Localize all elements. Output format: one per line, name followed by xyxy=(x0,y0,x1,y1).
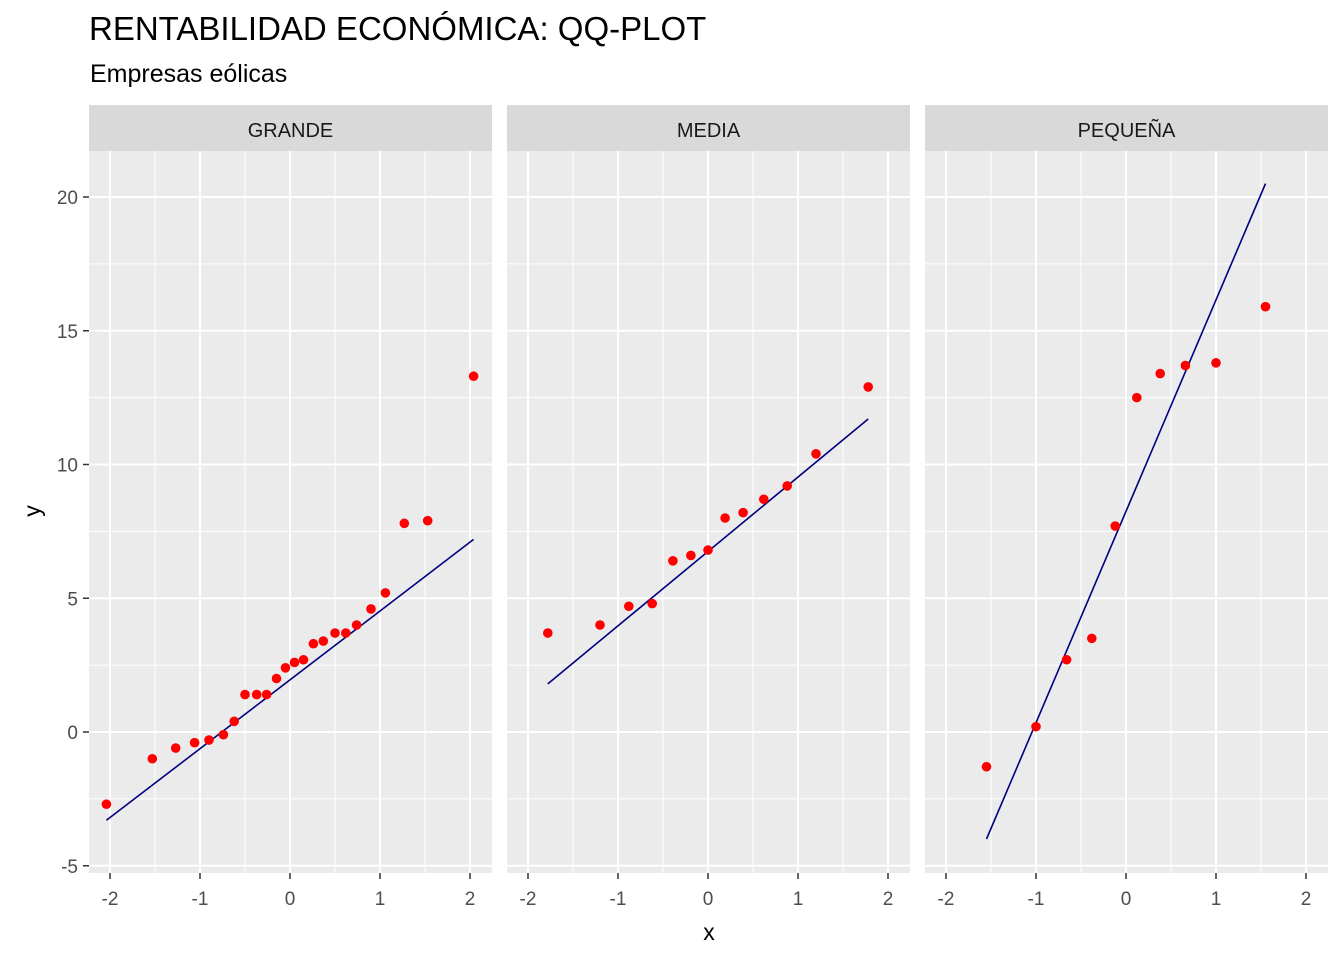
qq-point xyxy=(468,371,479,382)
qq-point xyxy=(1031,721,1041,732)
qq-point xyxy=(703,545,713,555)
qq-point xyxy=(289,657,300,668)
qq-point xyxy=(341,628,351,638)
facet-panel-2: MEDIA -2 -1 0 1 2 xyxy=(507,105,910,910)
qq-point xyxy=(271,673,282,684)
qq-point xyxy=(380,588,391,598)
qq-point xyxy=(1260,301,1271,312)
qq-point xyxy=(399,518,410,529)
y-tick-label: 20 xyxy=(57,188,78,209)
y-tick-label: -5 xyxy=(61,857,78,878)
qq-point xyxy=(686,550,696,561)
qq-point xyxy=(351,620,362,630)
qq-point xyxy=(759,494,769,505)
facet-strip-label: MEDIA xyxy=(677,120,741,142)
x-tick-label: -2 xyxy=(520,889,537,910)
qq-point xyxy=(318,636,329,646)
qq-point xyxy=(782,481,792,491)
qq-point xyxy=(261,689,272,700)
y-tick-label: 5 xyxy=(67,589,78,610)
y-tick-label: 15 xyxy=(57,322,78,343)
qq-reference-line xyxy=(105,538,475,821)
qq-point xyxy=(189,737,200,748)
qq-point xyxy=(251,689,262,700)
qq-point xyxy=(543,628,553,638)
facet-strip xyxy=(507,105,910,151)
qq-point xyxy=(624,601,634,612)
facet-panel-1: GRANDE -2 -1 0 1 2 xyxy=(89,105,492,910)
x-tick-label: -1 xyxy=(1028,889,1045,910)
chart-subtitle: Empresas eólicas xyxy=(90,60,288,88)
qq-point xyxy=(366,604,376,614)
facet-panel-3: PEQUEÑA -2 -1 0 1 2 xyxy=(925,105,1328,910)
qq-point xyxy=(1132,392,1142,403)
qq-point xyxy=(240,689,250,700)
facet-strip-label: PEQUEÑA xyxy=(1078,118,1176,142)
qq-point xyxy=(647,598,657,609)
qq-point xyxy=(595,620,605,630)
qq-point xyxy=(1061,654,1072,665)
qq-point xyxy=(229,716,239,727)
qq-point xyxy=(204,735,214,745)
y-tick-label: 10 xyxy=(57,456,78,477)
x-tick-label: -2 xyxy=(102,889,119,910)
x-tick-label: 1 xyxy=(1211,889,1222,910)
qq-point xyxy=(863,382,873,392)
x-tick-label: 2 xyxy=(465,889,476,910)
x-tick-label: 2 xyxy=(883,889,894,910)
qq-point xyxy=(330,628,340,638)
qq-point xyxy=(280,663,291,673)
qq-point xyxy=(1110,521,1120,531)
qq-point xyxy=(720,513,730,523)
x-tick-label: -2 xyxy=(938,889,955,910)
qq-point xyxy=(1211,358,1221,368)
facet-strip xyxy=(925,105,1328,151)
facet-strip-label: GRANDE xyxy=(248,120,334,142)
x-tick-label: 0 xyxy=(285,889,296,910)
x-tick-label: 1 xyxy=(375,889,386,910)
qq-point xyxy=(1087,633,1097,644)
x-tick-label: 0 xyxy=(1121,889,1132,910)
qq-point xyxy=(308,638,319,649)
qq-point xyxy=(422,515,433,526)
x-tick-label: -1 xyxy=(610,889,627,910)
qq-point xyxy=(218,729,229,740)
x-tick-label: 1 xyxy=(793,889,804,910)
qq-point xyxy=(298,654,309,665)
qq-point xyxy=(811,449,821,459)
qq-point xyxy=(170,743,181,753)
facet-strip xyxy=(89,105,492,151)
qq-point xyxy=(981,761,992,772)
y-tick-label: 0 xyxy=(67,723,78,744)
x-tick-label: 0 xyxy=(703,889,714,910)
chart-title: RENTABILIDAD ECONÓMICA: QQ-PLOT xyxy=(89,10,707,47)
qq-point xyxy=(738,507,748,518)
qq-point xyxy=(1155,368,1165,379)
qq-point xyxy=(1180,360,1191,371)
x-tick-label: -1 xyxy=(192,889,209,910)
qq-point xyxy=(101,799,112,810)
x-tick-label: 2 xyxy=(1301,889,1312,910)
x-axis-label: x xyxy=(703,919,715,945)
y-axis-label: y xyxy=(19,505,45,517)
qq-point xyxy=(668,556,678,566)
qq-point xyxy=(147,753,158,764)
